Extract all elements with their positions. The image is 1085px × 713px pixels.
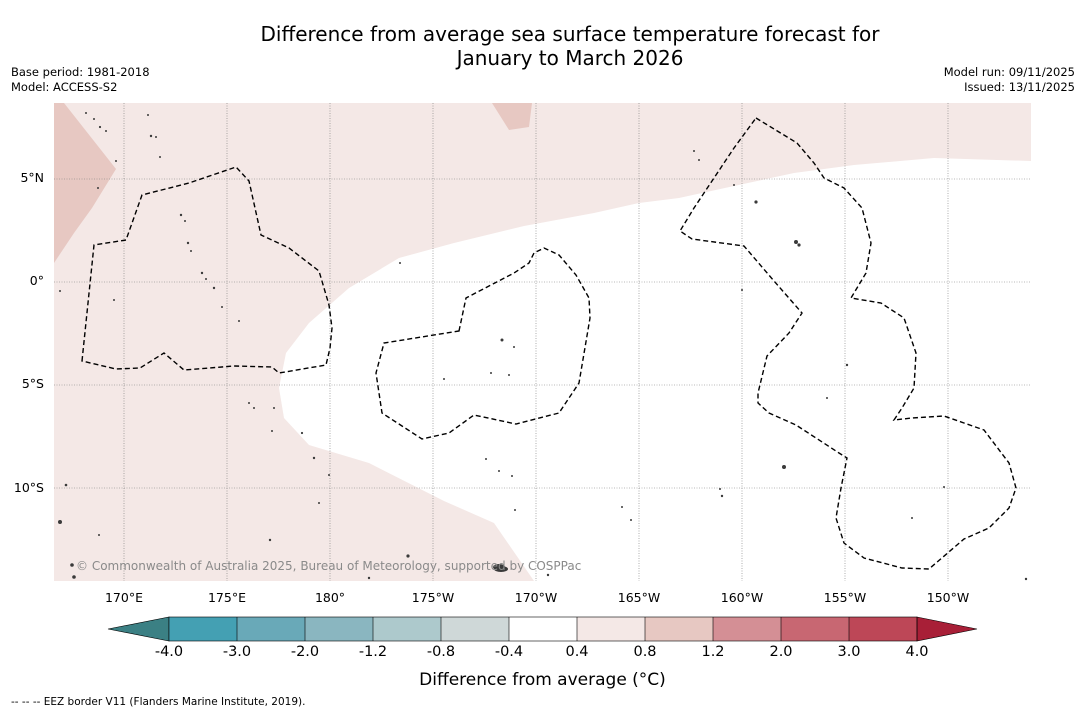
colorbar-tick: 2.0 bbox=[769, 644, 793, 660]
colorbar-segment bbox=[713, 617, 781, 641]
colorbar-over-arrow bbox=[916, 616, 978, 642]
colorbar-tick: 0.8 bbox=[633, 644, 657, 660]
colorbar-tick: 0.4 bbox=[565, 644, 589, 660]
lat-label-5n: 5°N bbox=[20, 170, 44, 185]
colorbar-segment bbox=[645, 617, 713, 641]
lat-label-eq: 0° bbox=[29, 273, 44, 288]
colorbar-tick: -2.0 bbox=[290, 644, 320, 660]
warm-patch-west bbox=[54, 103, 116, 263]
sst-anomaly-map: © Commonwealth of Australia 2025, Bureau… bbox=[54, 103, 1031, 581]
map-copyright: © Commonwealth of Australia 2025, Bureau… bbox=[76, 559, 581, 573]
lon-label-160w: 160°W bbox=[720, 590, 764, 605]
lon-label-165w: 165°W bbox=[617, 590, 661, 605]
lon-label-170w: 170°W bbox=[514, 590, 558, 605]
graticule bbox=[54, 103, 1031, 581]
colorbar-tick: -4.0 bbox=[154, 644, 184, 660]
colorbar-under-arrow bbox=[107, 616, 170, 642]
colorbar-tick: 4.0 bbox=[905, 644, 929, 660]
colorbar-segment bbox=[373, 617, 441, 641]
colorbar-segment bbox=[781, 617, 849, 641]
warm-patch-north bbox=[492, 103, 532, 130]
colorbar-tick: -1.2 bbox=[358, 644, 388, 660]
colorbar-tick: -3.0 bbox=[222, 644, 252, 660]
colorbar-segment bbox=[509, 617, 577, 641]
colorbar-tick: -0.4 bbox=[494, 644, 524, 660]
colorbar-segment bbox=[849, 617, 917, 641]
eez-borders bbox=[81, 117, 1017, 570]
lon-label-175e: 175°E bbox=[207, 590, 246, 605]
lon-label-170e: 170°E bbox=[104, 590, 143, 605]
colorbar-tick: -0.8 bbox=[426, 644, 456, 660]
colorbar-label: Difference from average (°C) bbox=[419, 670, 666, 690]
eez-kiribati-gilberts bbox=[81, 166, 333, 374]
title-line-2: January to March 2026 bbox=[456, 46, 684, 70]
colorbar-segment bbox=[305, 617, 373, 641]
model-run: Model run: 09/11/2025 bbox=[943, 65, 1075, 79]
eez-kiribati-phoenix bbox=[375, 247, 591, 440]
meta-right: Model run: 09/11/2025 Issued: 13/11/2025 bbox=[944, 65, 1075, 95]
base-period: Base period: 1981-2018 bbox=[11, 65, 150, 79]
neutral-anomaly-region bbox=[264, 158, 1031, 581]
lon-label-175w: 175°W bbox=[411, 590, 455, 605]
islands bbox=[58, 112, 1028, 581]
colorbar-segment bbox=[169, 617, 237, 641]
colorbar-segment bbox=[577, 617, 645, 641]
lat-label-5s: 5°S bbox=[21, 376, 44, 391]
page-title: Difference from average sea surface temp… bbox=[0, 22, 1085, 70]
lon-label-150w: 150°W bbox=[926, 590, 970, 605]
model-name: Model: ACCESS-S2 bbox=[11, 80, 118, 94]
eez-kiribati-line bbox=[679, 117, 1017, 570]
lon-label-180: 180° bbox=[314, 590, 346, 605]
colorbar-tick: 3.0 bbox=[837, 644, 861, 660]
colorbar-tick: 1.2 bbox=[701, 644, 725, 660]
colorbar-segment bbox=[237, 617, 305, 641]
issued-date: Issued: 13/11/2025 bbox=[964, 80, 1075, 94]
colorbar-outline bbox=[168, 616, 918, 642]
colorbar-segment bbox=[441, 617, 509, 641]
eez-legend-note: -- -- -- EEZ border V11 (Flanders Marine… bbox=[11, 696, 306, 708]
lat-label-10s: 10°S bbox=[13, 480, 44, 495]
meta-left: Base period: 1981-2018 Model: ACCESS-S2 bbox=[11, 65, 150, 95]
lon-label-155w: 155°W bbox=[823, 590, 867, 605]
title-line-1: Difference from average sea surface temp… bbox=[260, 22, 880, 46]
